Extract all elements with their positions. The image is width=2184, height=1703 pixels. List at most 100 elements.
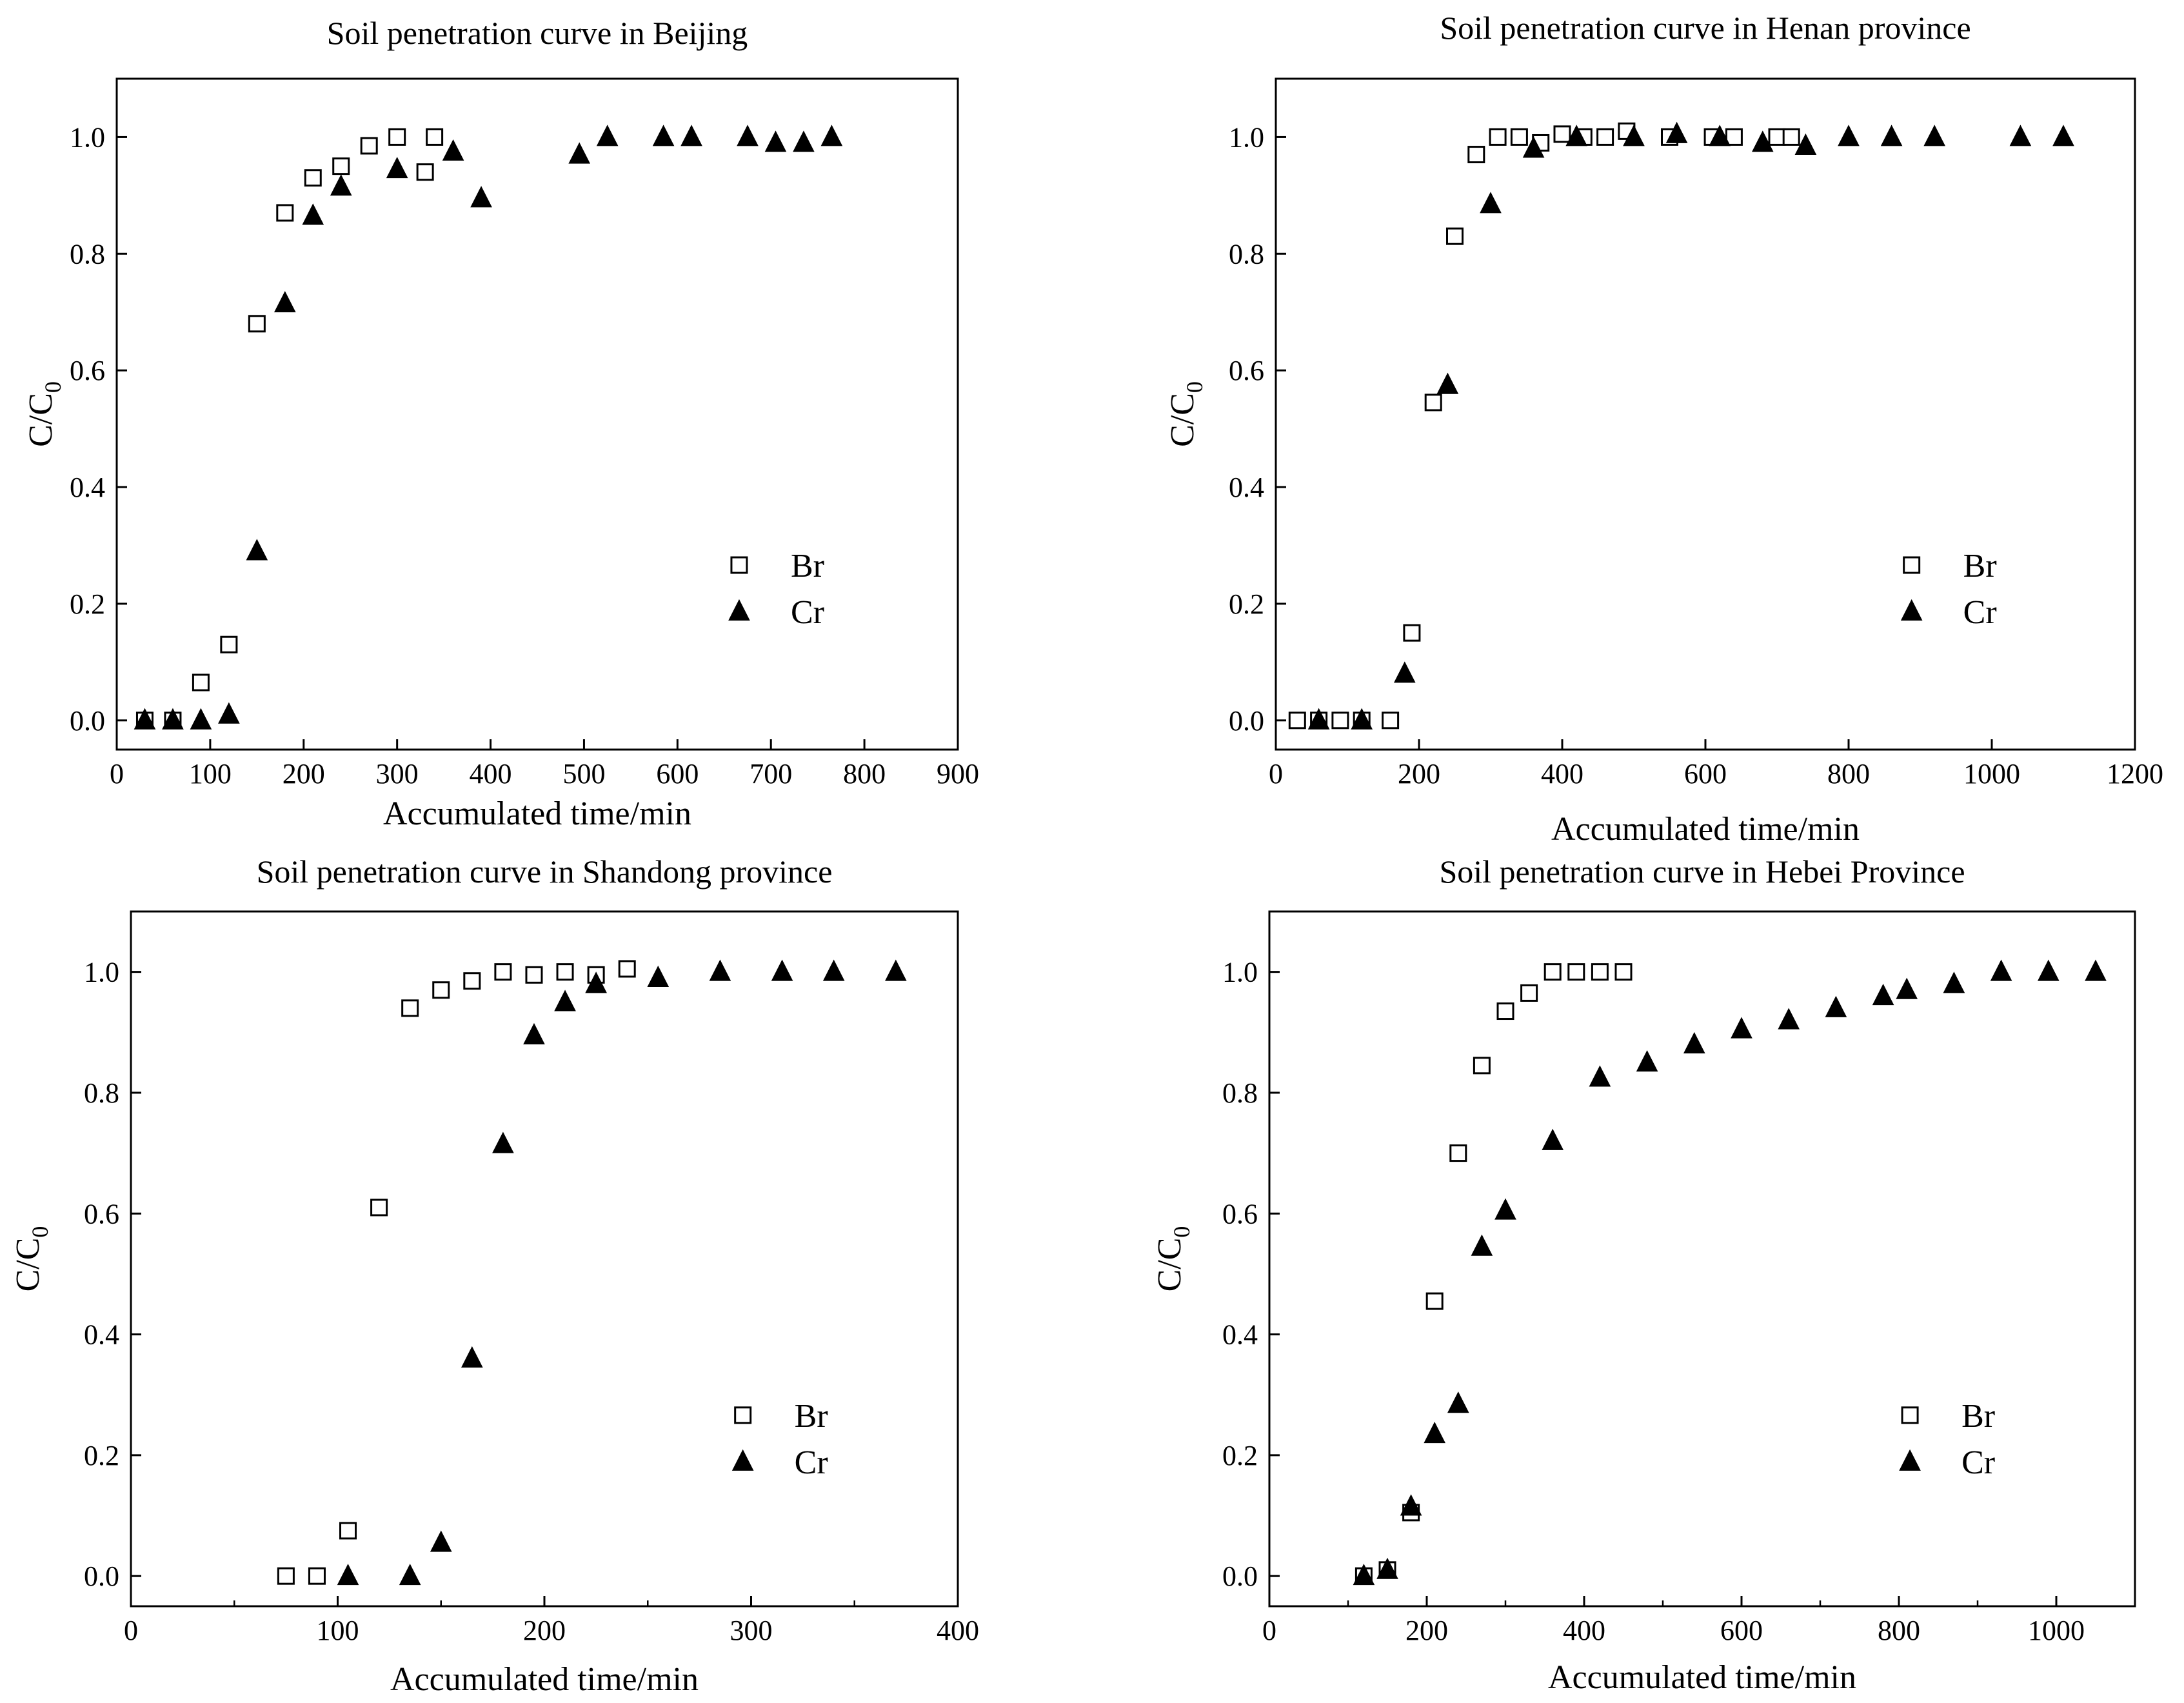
series-cr [134,124,843,730]
x-tick-label: 400 [1541,758,1583,790]
y-tick-label: 0.2 [1222,1440,1258,1471]
y-tick-label: 0.0 [1222,1560,1258,1592]
legend-item-cr: Cr [1899,1444,1995,1481]
data-point-cr [1794,133,1817,155]
chart-panel-4: Soil penetration curve in Hebei Province… [1151,853,2136,1696]
legend-item-cr: Cr [728,594,824,631]
data-point-cr [1565,124,1588,146]
data-point-cr [1896,977,1918,999]
legend-marker-cr [1899,1449,1921,1471]
y-tick-label: 0.8 [84,1077,119,1109]
y-tick-label: 1.0 [1229,121,1264,153]
legend-label: Br [791,548,824,584]
data-point-cr [246,539,268,561]
data-point-br [360,137,378,155]
data-point-br [1382,712,1400,730]
legend: Br Cr [1899,1398,1995,1481]
data-point-br [370,1199,388,1217]
data-point-br [1424,393,1442,412]
data-point-cr [1731,1017,1752,1039]
x-axis-label: Accumulated time/min [1548,1659,1856,1696]
data-point-cr [330,174,352,196]
series-cr [1307,121,2074,730]
x-tick-label: 200 [523,1615,566,1646]
y-tick-label: 1.0 [70,121,105,153]
data-point-cr [190,708,212,730]
data-point-cr [162,708,184,730]
data-point-cr [337,1564,359,1586]
legend-item-br: Br [1901,1398,1995,1435]
legend-marker-br [1903,556,1921,574]
data-point-cr [134,708,156,730]
data-point-br [426,128,444,146]
plot-frame [1268,910,2136,1608]
data-point-cr [793,130,815,152]
data-point-cr [1778,1008,1800,1030]
data-point-br [1725,128,1743,146]
data-point-br [1520,984,1538,1002]
data-point-cr [386,157,408,179]
data-point-cr [1923,124,1946,146]
x-tick-label: 800 [1827,758,1870,790]
data-point-cr [1636,1050,1658,1072]
x-tick-label: 600 [1684,758,1727,790]
data-point-cr [1751,130,1774,152]
data-point-cr [470,186,492,208]
legend-label: Br [1963,548,1997,584]
y-axis-label-subscript: 0 [40,381,66,393]
data-point-br [388,128,406,146]
data-point-cr [1880,124,1903,146]
legend-label: Cr [795,1444,828,1481]
data-point-cr [523,1022,545,1044]
data-point-br [1449,1144,1467,1162]
chart-title: Soil penetration curve in Henan province [1440,10,1971,46]
data-point-cr [1623,124,1645,146]
y-axis-label-main: C/C [23,393,59,447]
y-axis-label-main: C/C [1151,1238,1188,1292]
y-tick-label: 0.4 [1229,472,1264,503]
legend-item-br: Br [1903,548,1997,584]
data-point-cr [680,124,702,146]
x-tick-label: 300 [376,758,419,790]
data-point-cr [709,959,731,981]
data-point-cr [273,291,296,313]
y-tick-label: 0.6 [1222,1198,1258,1230]
data-point-br [1782,128,1800,146]
x-tick-label: 100 [317,1615,359,1646]
data-point-br [1553,125,1571,143]
y-tick-label: 0.6 [70,355,105,386]
data-point-cr [771,959,793,981]
x-tick-label: 0 [110,758,124,790]
data-point-cr [1494,1198,1516,1220]
series-br [1288,122,1800,730]
data-point-cr [764,130,787,152]
data-point-cr [1683,1031,1705,1054]
data-point-cr [1400,1494,1422,1516]
data-point-br [276,204,294,222]
data-point-cr [430,1530,452,1552]
data-point-cr [1872,984,1894,1006]
data-point-cr [461,1346,483,1368]
data-point-cr [1353,1564,1375,1586]
y-tick-label: 0.0 [84,1560,119,1592]
data-point-cr [554,990,576,1011]
data-point-cr [1471,1234,1493,1256]
data-point-br [1614,963,1633,981]
legend-label: Cr [1963,594,1997,631]
data-point-cr [1709,124,1731,146]
data-point-cr [1838,124,1860,146]
legend-marker-br [1901,1406,1919,1424]
legend: Br Cr [728,548,824,631]
data-point-cr [822,959,845,981]
data-point-cr [2085,959,2107,981]
data-point-cr [1990,959,2012,981]
data-point-br [304,169,322,187]
legend-label: Br [1961,1398,1995,1435]
data-point-cr [737,124,759,146]
data-point-cr [1351,708,1373,730]
data-point-cr [1542,1128,1564,1150]
data-point-br [1473,1057,1491,1075]
data-point-br [525,966,543,984]
data-point-cr [647,965,670,988]
